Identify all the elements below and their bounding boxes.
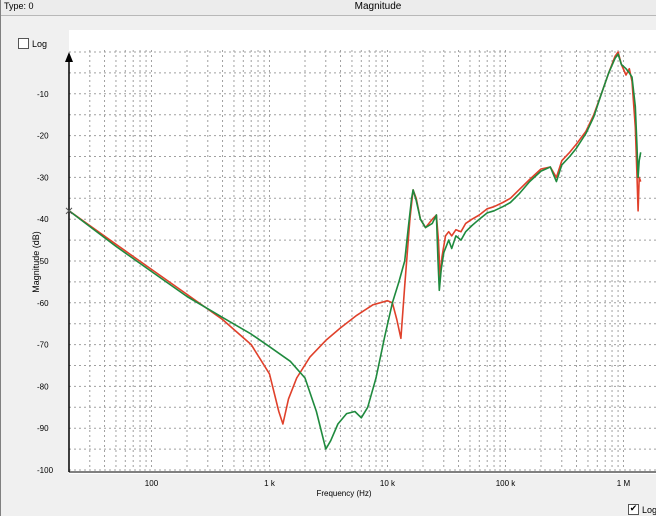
y-tick-label: -10 — [37, 90, 49, 99]
log-checkbox-bottom-label: Log — [642, 504, 656, 515]
x-tick-label: 1 M — [617, 479, 631, 488]
log-checkbox-bottom[interactable]: ✔ Log — [628, 504, 656, 515]
log-checkbox-top[interactable]: Log — [18, 38, 47, 49]
start-marker — [65, 207, 73, 215]
y-tick-label: -100 — [37, 466, 54, 475]
chart-title: Magnitude — [354, 1, 402, 12]
y-tick-label: -90 — [37, 424, 49, 433]
y-tick-label: -20 — [37, 132, 49, 141]
plot-area — [69, 30, 656, 474]
x-tick-label: 1 k — [264, 479, 276, 488]
y-axis-label: Magnitude (dB) — [31, 231, 41, 293]
y-tick-label: -80 — [37, 382, 49, 391]
x-tick-label: 100 — [145, 479, 159, 488]
series-line-2 — [69, 53, 642, 450]
y-tick-label: -30 — [37, 173, 49, 182]
type-label: Type: 0 — [4, 1, 34, 11]
y-tick-label: -50 — [37, 257, 49, 266]
x-tick-label: 10 k — [380, 479, 396, 488]
y-tick-label: -70 — [37, 341, 49, 350]
y-tick-label: -60 — [37, 299, 49, 308]
y-tick-label: -40 — [37, 215, 49, 224]
x-axis-label: Frequency (Hz) — [316, 489, 371, 498]
log-checkbox-top-label: Log — [32, 38, 48, 49]
title-bar: Type: 0 Magnitude — [1, 0, 656, 16]
y-axis-arrow — [65, 52, 73, 62]
checkbox-box-bottom[interactable]: ✔ — [628, 504, 639, 515]
x-tick-label: 100 k — [496, 479, 517, 488]
checkbox-box-top[interactable] — [18, 38, 29, 49]
